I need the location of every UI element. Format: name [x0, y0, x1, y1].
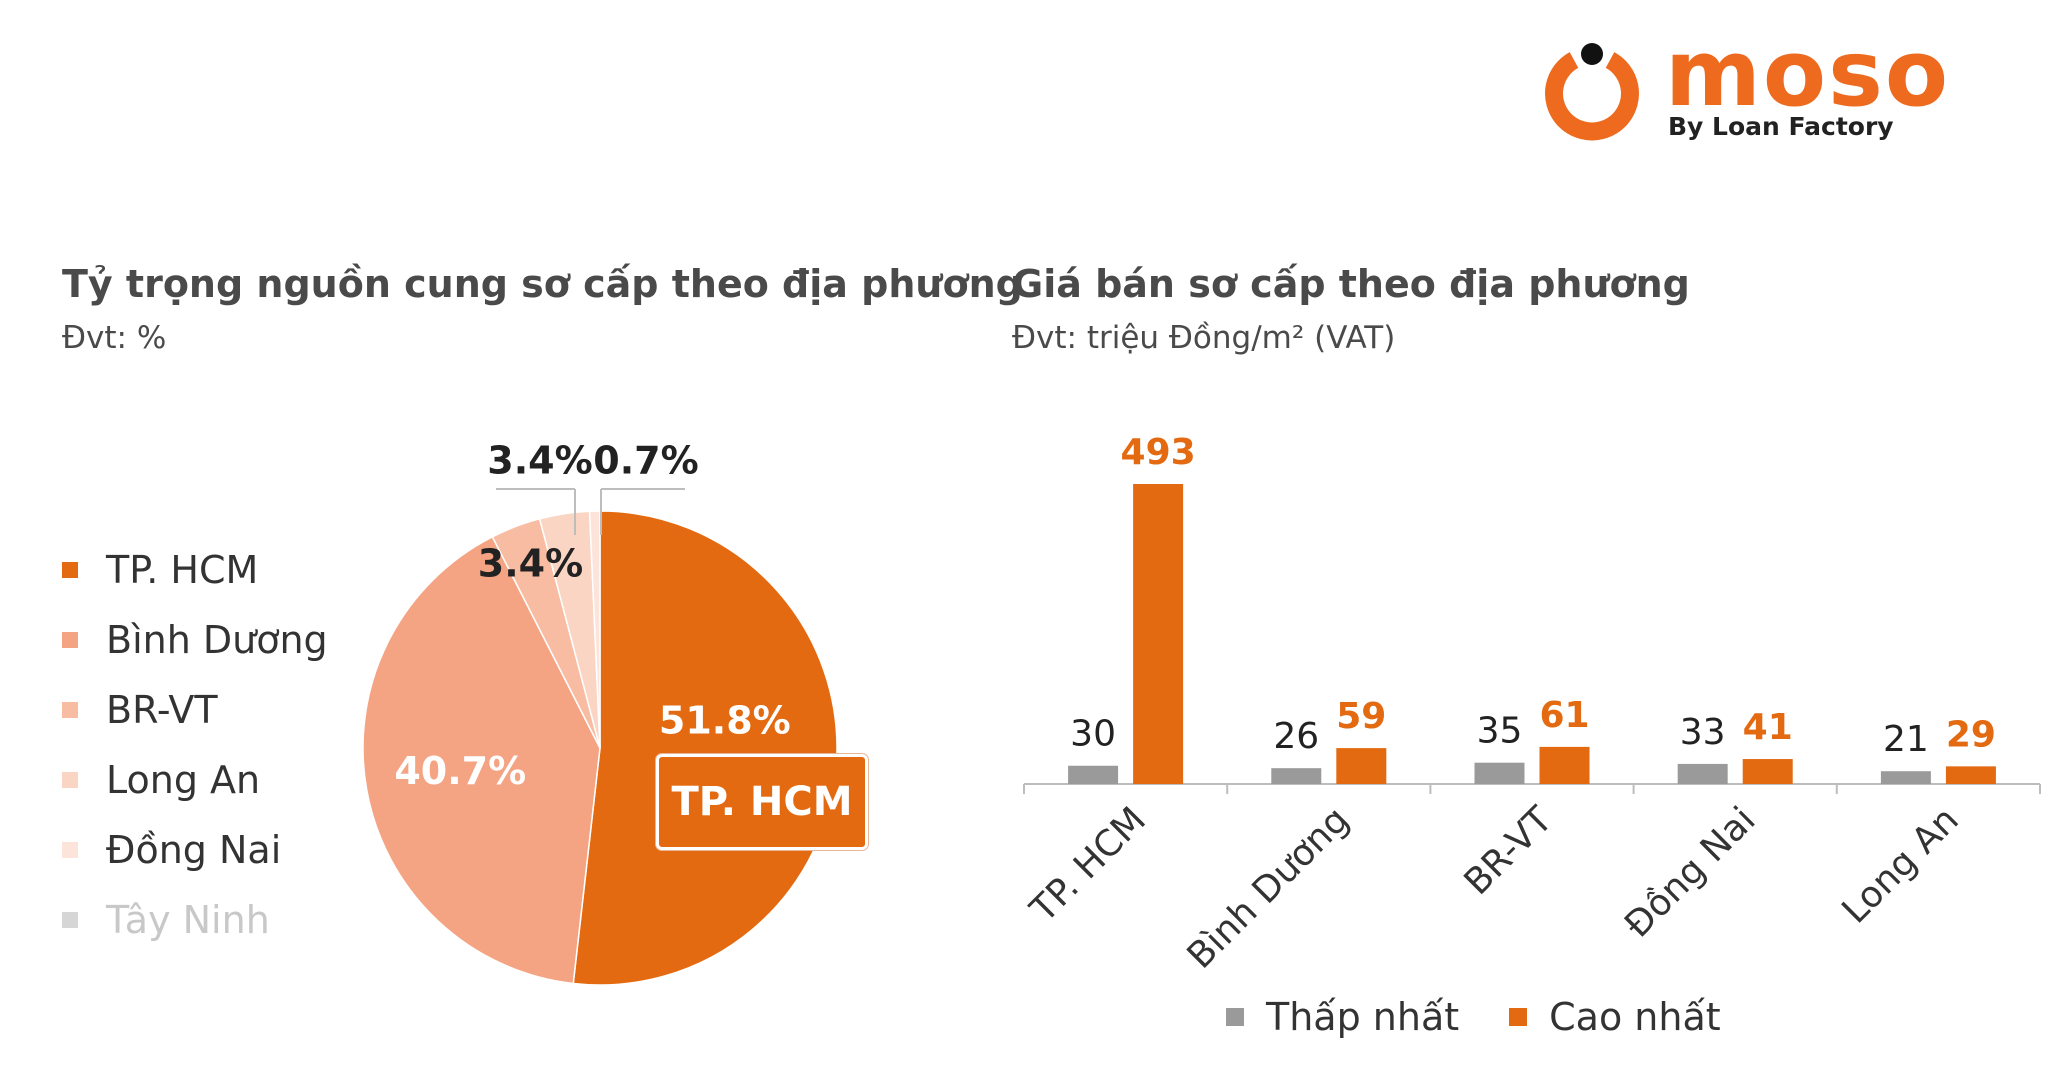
bar-cao-nhat-tp-hcm — [1133, 484, 1184, 784]
bar-chart: 30 493 TP. HCM 26 59 Bình Dương 35 61 BR-VT 33 41 Đ… — [1022, 432, 2041, 977]
pie-unit: Đvt: % — [62, 320, 167, 356]
bar-legend-item-thap-nhat: Thấp nhất — [1226, 995, 1459, 1039]
pie-legend-item-tay-ninh: Tây Ninh — [62, 898, 270, 942]
pie-slice-binh-duong — [362, 535, 601, 985]
legend-label: BR-VT — [106, 688, 218, 732]
legend-swatch — [1226, 1008, 1244, 1026]
bar-legend: Thấp nhất Cao nhất — [1226, 995, 1721, 1039]
bar-thap-nhat-tp-hcm — [1068, 765, 1119, 784]
pie-legend-item-tp-hcm: TP. HCM — [62, 548, 258, 592]
bar-unit: Đvt: triệu Đồng/m² (VAT) — [1012, 320, 1396, 356]
brand-name: moso — [1665, 20, 1951, 127]
pie-data-label-long-an: 3.4% — [487, 439, 592, 483]
bar-value-label-cao-nhat-dong-nai: 41 — [1743, 707, 1793, 748]
legend-swatch — [1509, 1008, 1528, 1026]
pie-legend-item-br-vt: BR-VT — [62, 688, 218, 732]
pie-slice-tp-hcm — [572, 510, 838, 986]
legend-swatch — [62, 562, 78, 578]
legend-label: Bình Dương — [106, 618, 328, 662]
bar-value-label-thap-nhat-tp-hcm: 30 — [1070, 714, 1116, 755]
legend-label: Thấp nhất — [1266, 995, 1460, 1039]
legend-swatch — [62, 912, 78, 928]
pie-legend-item-dong-nai: Đồng Nai — [62, 828, 281, 872]
x-tick-label-br-vt: BR-VT — [1457, 799, 1561, 903]
legend-swatch — [62, 842, 78, 858]
legend-label: Đồng Nai — [106, 828, 282, 872]
bar-cao-nhat-long-an — [1945, 766, 1996, 784]
bar-value-label-cao-nhat-long-an: 29 — [1946, 714, 1996, 755]
bar-value-label-thap-nhat-long-an: 21 — [1883, 719, 1929, 760]
x-tick-label-tp-hcm: TP. HCM — [1022, 799, 1154, 931]
bar-value-label-cao-nhat-tp-hcm: 493 — [1121, 432, 1196, 473]
x-tick-label-dong-nai: Đồng Nai — [1617, 799, 1763, 945]
pie-chart: 51.8%40.7%3.4%3.4% 0.7% — [362, 439, 838, 986]
bar-thap-nhat-long-an — [1880, 771, 1931, 784]
legend-swatch — [62, 632, 78, 648]
legend-label: Long An — [106, 758, 261, 802]
pie-slice-dong-nai — [588, 510, 601, 749]
pie-legend-item-long-an: Long An — [62, 758, 260, 802]
bar-value-label-thap-nhat-binh-duong: 26 — [1273, 716, 1319, 757]
pie-data-label-dong-nai: 0.7% — [593, 439, 698, 483]
bar-thap-nhat-binh-duong — [1271, 768, 1322, 784]
moso-logo-icon — [1545, 43, 1639, 141]
pie-callout-label: TP. HCM — [671, 779, 853, 825]
legend-swatch — [62, 772, 78, 788]
pie-data-label-tp-hcm: 51.8% — [659, 699, 791, 743]
pie-data-label-br-vt: 3.4% — [478, 541, 583, 585]
legend-label: Cao nhất — [1549, 995, 1721, 1039]
brand-logo — [1540, 38, 1644, 142]
bar-cao-nhat-binh-duong — [1336, 748, 1387, 784]
bar-thap-nhat-dong-nai — [1677, 763, 1728, 784]
pie-legend-item-binh-duong: Bình Dương — [62, 618, 328, 662]
x-tick-label-binh-duong: Bình Dương — [1180, 799, 1357, 976]
bar-value-label-cao-nhat-br-vt: 61 — [1539, 695, 1589, 736]
brand-tagline: By Loan Factory — [1668, 112, 1894, 141]
bar-thap-nhat-br-vt — [1474, 762, 1525, 784]
pie-callout: TP. HCM — [656, 754, 868, 850]
bar-value-label-thap-nhat-dong-nai: 33 — [1680, 712, 1726, 753]
bar-legend-item-cao-nhat: Cao nhất — [1509, 995, 1721, 1039]
legend-label: Tây Ninh — [106, 898, 270, 942]
legend-swatch — [62, 702, 78, 718]
pie-data-label-binh-duong: 40.7% — [394, 749, 526, 793]
legend-label: TP. HCM — [106, 548, 259, 592]
bar-value-label-cao-nhat-binh-duong: 59 — [1336, 696, 1386, 737]
bar-cao-nhat-dong-nai — [1742, 759, 1793, 784]
pie-title: Tỷ trọng nguồn cung sơ cấp theo địa phươ… — [62, 262, 1023, 306]
bar-title: Giá bán sơ cấp theo địa phương — [1012, 262, 1690, 306]
x-tick-label-long-an: Long An — [1835, 799, 1967, 931]
bar-value-label-thap-nhat-br-vt: 35 — [1477, 711, 1523, 752]
bar-cao-nhat-br-vt — [1539, 746, 1590, 784]
